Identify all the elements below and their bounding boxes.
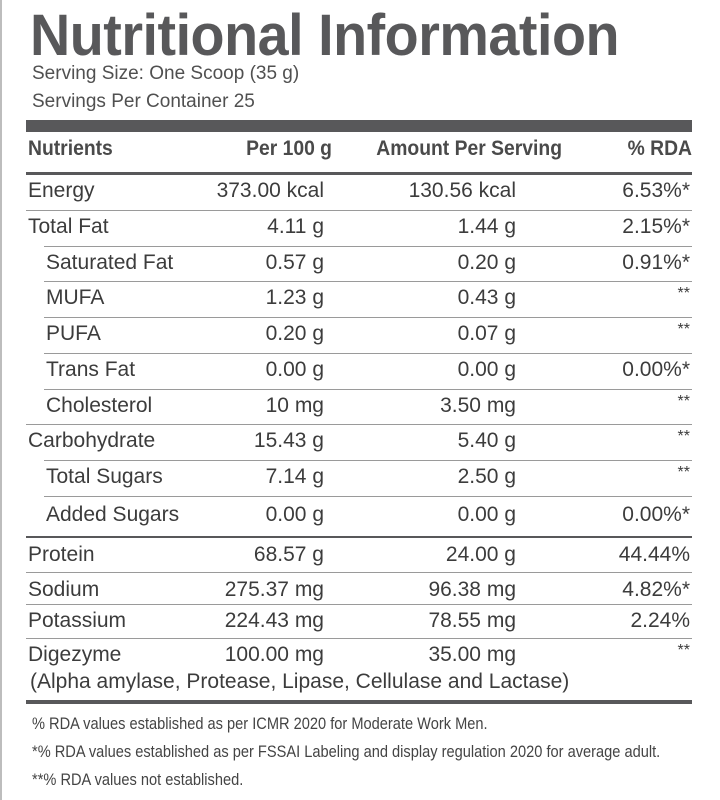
- row-divider: [26, 572, 692, 573]
- per-100g-value: 68.57 g: [253, 543, 324, 566]
- rda-value: **: [677, 464, 690, 481]
- row-divider: [44, 317, 692, 318]
- per-100g-value: 275.37 mg: [224, 578, 324, 601]
- nutrient-name: Cholesterol: [46, 394, 153, 417]
- row-divider: [44, 281, 692, 282]
- per-100g-value: 7.14 g: [265, 465, 324, 488]
- per-serving-value: 78.55 mg: [428, 609, 516, 632]
- row-divider: [26, 638, 692, 639]
- row-divider: [26, 604, 692, 605]
- per-100g-value: 100.00 mg: [224, 643, 324, 666]
- rda-value: **: [677, 393, 690, 410]
- label-title: Nutritional Information: [30, 3, 620, 68]
- table-row: Cholesterol 10 mg 3.50 mg **: [26, 391, 692, 423]
- row-divider: [26, 210, 692, 211]
- nutrient-name: Potassium: [28, 609, 127, 632]
- table-row: Potassium 224.43 mg 78.55 mg 2.24%: [26, 606, 692, 638]
- row-divider: [44, 496, 692, 497]
- row-divider: [26, 424, 692, 425]
- servings-per-container: Servings Per Container 25: [32, 91, 255, 112]
- per-serving-value: 0.00 g: [457, 358, 516, 381]
- rda-value: 0.91%*: [622, 251, 690, 274]
- per-serving-value: 35.00 mg: [428, 643, 516, 666]
- table-row: Total Fat 4.11 g 1.44 g 2.15%*: [26, 212, 692, 244]
- row-divider: [44, 246, 692, 247]
- nutrient-name: Saturated Fat: [46, 251, 174, 274]
- serving-size: Serving Size: One Scoop (35 g): [32, 63, 300, 84]
- per-100g-value: 0.00 g: [265, 358, 324, 381]
- nutrient-name: Sodium: [28, 578, 100, 601]
- nutrient-name: Energy: [28, 179, 95, 202]
- rda-value: 0.00%*: [622, 358, 690, 381]
- nutrient-name: MUFA: [46, 286, 105, 309]
- per-serving-value: 3.50 mg: [440, 394, 516, 417]
- per-100g-value: 0.00 g: [265, 503, 324, 526]
- per-100g-value: 0.57 g: [265, 251, 324, 274]
- per-serving-value: 0.43 g: [457, 286, 516, 309]
- nutrient-name: Digezyme: [28, 643, 122, 666]
- rda-value: **: [677, 428, 690, 445]
- nutrient-name: Trans Fat: [46, 358, 136, 381]
- nutrient-name: Carbohydrate: [28, 429, 156, 452]
- footnote-not-established: **% RDA values not established.: [32, 770, 244, 789]
- table-row: Trans Fat 0.00 g 0.00 g 0.00%*: [26, 355, 692, 387]
- per-100g-value: 373.00 kcal: [216, 179, 324, 202]
- per-serving-value: 24.00 g: [445, 543, 516, 566]
- table-row: Sodium 275.37 mg 96.38 mg 4.82%*: [26, 575, 692, 607]
- table-row: Carbohydrate 15.43 g 5.40 g **: [26, 426, 692, 458]
- row-divider: [26, 536, 692, 538]
- table-row: Digezyme 100.00 mg 35.00 mg **: [26, 640, 692, 672]
- nutrient-name: Protein: [28, 543, 95, 566]
- rda-value: **: [677, 285, 690, 302]
- per-100g-value: 15.43 g: [253, 429, 324, 452]
- nutrient-name: Total Sugars: [46, 465, 163, 488]
- per-100g-value: 224.43 mg: [224, 609, 324, 632]
- table-row: Protein 68.57 g 24.00 g 44.44%: [26, 540, 692, 572]
- footnote-icmr: % RDA values established as per ICMR 202…: [32, 714, 488, 733]
- digezyme-note: (Alpha amylase, Protease, Lipase, Cellul…: [30, 670, 570, 693]
- column-header-per-serving: Amount Per Serving: [376, 137, 562, 160]
- table-row: Saturated Fat 0.57 g 0.20 g 0.91%*: [26, 248, 692, 280]
- per-serving-value: 130.56 kcal: [408, 179, 516, 202]
- per-serving-value: 96.38 mg: [428, 578, 516, 601]
- header-divider: [26, 120, 692, 132]
- rda-value: 2.24%: [630, 609, 690, 632]
- table-row: Added Sugars 0.00 g 0.00 g 0.00%*: [26, 500, 692, 532]
- table-row: MUFA 1.23 g 0.43 g **: [26, 283, 692, 315]
- rda-value: 4.82%*: [622, 578, 690, 601]
- column-header-nutrients: Nutrients: [28, 137, 113, 160]
- per-serving-value: 0.00 g: [457, 503, 516, 526]
- row-divider: [44, 353, 692, 354]
- nutrient-name: Added Sugars: [46, 503, 180, 526]
- column-header-divider: [26, 172, 692, 175]
- per-100g-value: 0.20 g: [265, 322, 324, 345]
- per-serving-value: 5.40 g: [457, 429, 516, 452]
- column-header-per100: Per 100 g: [246, 137, 332, 160]
- nutrient-name: PUFA: [46, 322, 101, 345]
- rda-value: **: [677, 321, 690, 338]
- table-row: Energy 373.00 kcal 130.56 kcal 6.53%*: [26, 176, 692, 208]
- row-divider: [44, 460, 692, 461]
- rda-value: 44.44%: [618, 543, 690, 566]
- per-serving-value: 2.50 g: [457, 465, 516, 488]
- rda-value: 6.53%*: [622, 179, 690, 202]
- column-header-rda: % RDA: [627, 137, 692, 160]
- per-100g-value: 10 mg: [265, 394, 324, 417]
- footnote-fssai: *% RDA values established as per FSSAI L…: [32, 742, 661, 761]
- row-divider: [44, 389, 692, 390]
- table-row: PUFA 0.20 g 0.07 g **: [26, 319, 692, 351]
- nutrient-name: Total Fat: [28, 215, 109, 238]
- per-serving-value: 0.07 g: [457, 322, 516, 345]
- rda-value: **: [677, 642, 690, 659]
- rda-value: 2.15%*: [622, 215, 690, 238]
- per-100g-value: 1.23 g: [265, 286, 324, 309]
- per-serving-value: 1.44 g: [457, 215, 516, 238]
- table-row: Total Sugars 7.14 g 2.50 g **: [26, 462, 692, 494]
- table-bottom-divider: [26, 700, 692, 704]
- rda-value: 0.00%*: [622, 503, 690, 526]
- per-serving-value: 0.20 g: [457, 251, 516, 274]
- per-100g-value: 4.11 g: [267, 215, 324, 238]
